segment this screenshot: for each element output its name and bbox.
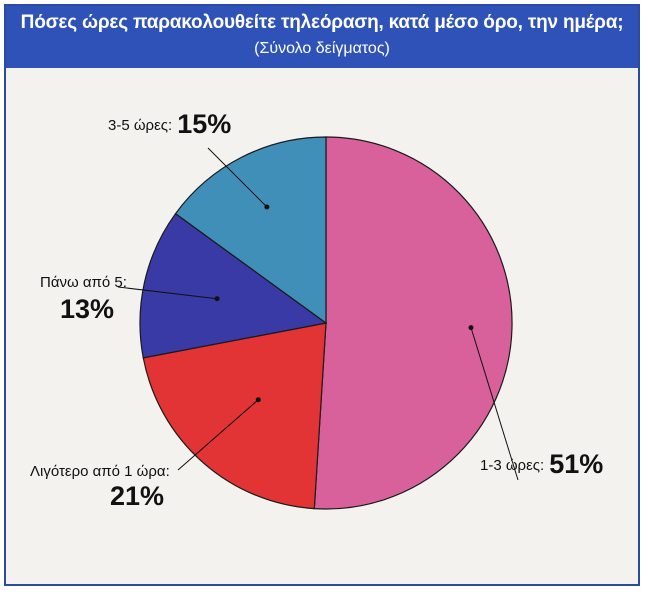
pie-slice <box>139 212 328 359</box>
slice-value-label: 21% <box>110 481 164 511</box>
leader-line <box>470 327 519 481</box>
pie-slices <box>139 136 513 510</box>
leader-dot <box>214 296 220 302</box>
chart-subtitle: (Σύνολο δείγματος) <box>254 40 390 57</box>
chart-header: Πόσες ώρες παρακολουθείτε τηλεόραση, κατ… <box>6 6 638 68</box>
slice-label: Πάνω από 5: <box>40 274 127 291</box>
leader-line <box>117 286 218 300</box>
leader-dot <box>468 325 474 331</box>
chart-title: Πόσες ώρες παρακολουθείτε τηλεόραση, κατ… <box>20 12 624 33</box>
slice-label: 3-5 ώρες: <box>108 117 172 134</box>
leader-dot <box>255 397 261 403</box>
leader-line <box>177 399 259 471</box>
slice-value-label: 13% <box>60 294 114 324</box>
slice-label: 1-3 ώρες: <box>480 457 544 474</box>
pie-slice <box>142 322 327 510</box>
leader-lines <box>117 147 519 481</box>
slice-value-label: 15% <box>177 109 231 139</box>
slice-value-label: 51% <box>549 449 603 479</box>
slice-label: Λιγότερο από 1 ώρα: <box>30 463 170 480</box>
leader-line <box>207 147 268 208</box>
pie-slice <box>174 136 327 325</box>
slice-labels: 1-3 ώρες: 51% Λιγότερο από 1 ώρα:21% Πάνω α… <box>30 109 603 511</box>
leader-dot <box>264 204 270 210</box>
pie-slice <box>313 136 513 510</box>
